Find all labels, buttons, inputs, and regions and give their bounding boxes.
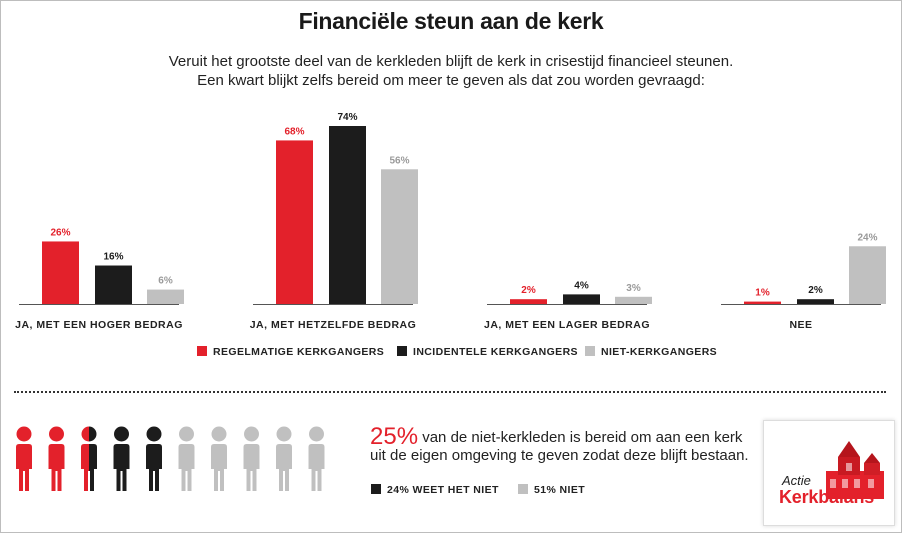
- logo-text-actie: Actie: [782, 473, 811, 488]
- bar-non: [849, 246, 886, 304]
- bar-value-label: 6%: [158, 276, 173, 287]
- legend-label: NIET-KERKGANGERS: [601, 346, 718, 358]
- stat-legend-unknown: 24% WEET HET NIET: [371, 484, 499, 496]
- subtitle: Veruit het grootste deel van de kerklede…: [0, 52, 902, 90]
- bar-value-label: 26%: [50, 227, 70, 238]
- category-label: JA, MET HETZELFDE BEDRAG: [250, 319, 417, 331]
- stat-legend-label: 24% WEET HET NIET: [387, 484, 499, 496]
- person-icon: [276, 426, 292, 491]
- page-title: Financiële steun aan de kerk: [298, 8, 604, 34]
- person-icon: [48, 426, 65, 491]
- bar-value-label: 4%: [574, 280, 589, 291]
- legend-label: INCIDENTELE KERKGANGERS: [413, 346, 578, 358]
- category-label: NEE: [789, 319, 812, 331]
- bar-non: [381, 169, 418, 304]
- bar-incidental: [797, 299, 834, 304]
- legend-swatch-gray: [585, 346, 595, 356]
- bar-non: [615, 296, 652, 304]
- bar-value-label: 2%: [808, 285, 823, 296]
- bar-value-label: 1%: [755, 288, 770, 299]
- bar-value-label: 3%: [626, 283, 641, 294]
- bar-regular: [510, 299, 547, 304]
- person-icon: [113, 426, 130, 491]
- stat-percentage: 25%: [370, 423, 419, 450]
- bar-value-label: 74%: [337, 112, 357, 123]
- stat-legend-no: 51% NIET: [518, 484, 585, 496]
- legend-swatch-black: [371, 484, 381, 494]
- person-icon: [243, 426, 260, 491]
- legend-swatch-red: [197, 346, 207, 356]
- person-icon: [308, 426, 325, 491]
- person-icon: [178, 426, 195, 491]
- legend-item-incidenteel: INCIDENTELE KERKGANGERS: [397, 346, 578, 358]
- chart-legend: REGELMATIGE KERKGANGERS INCIDENTELE KERK…: [0, 346, 902, 362]
- bar-incidental: [329, 126, 366, 304]
- person-icon: [211, 426, 227, 491]
- legend-swatch-gray: [518, 484, 528, 494]
- bar-value-label: 24%: [857, 232, 877, 243]
- category-label: JA, MET EEN HOGER BEDRAG: [15, 319, 183, 331]
- person-icon: [16, 426, 32, 491]
- stat-legend-label: 51% NIET: [534, 484, 586, 496]
- church-icon: [826, 441, 884, 499]
- bar-value-label: 56%: [389, 155, 409, 166]
- bar-value-label: 16%: [103, 252, 123, 263]
- bar-regular: [276, 140, 313, 304]
- bar-incidental: [563, 294, 600, 304]
- subtitle-line-1: Veruit het grootste deel van de kerklede…: [168, 53, 734, 70]
- person-icon: [146, 426, 162, 491]
- section-divider: [14, 391, 886, 393]
- legend-swatch-black: [397, 346, 407, 356]
- bar-chart: 26% 16% 6% JA, MET EEN HOGER BEDRAG 68% 74% 56…: [15, 112, 886, 331]
- legend-item-niet: NIET-KERKGANGERS: [585, 346, 717, 358]
- actie-kerkbalans-logo: Actie Kerkbalans: [763, 420, 895, 526]
- people-icon-row: [16, 426, 325, 491]
- legend-label: REGELMATIGE KERKGANGERS: [213, 346, 385, 358]
- bar-regular: [744, 301, 781, 304]
- person-icon: [81, 426, 97, 491]
- bar-value-label: 2%: [521, 285, 536, 296]
- bar-incidental: [95, 265, 132, 304]
- stat-description: van de niet-kerkleden is bereid om aan e…: [370, 429, 749, 464]
- bar-non: [147, 289, 184, 304]
- legend-item-regelmatig: REGELMATIGE KERKGANGERS: [197, 346, 384, 358]
- bar-regular: [42, 241, 79, 304]
- subtitle-line-2: Een kwart blijkt zelfs bereid om meer te…: [197, 72, 705, 89]
- logo-text-kerkbalans: Kerkbalans: [779, 487, 875, 507]
- stat-text: 25% van de niet-kerkleden is bereid om a…: [370, 425, 750, 465]
- category-label: JA, MET EEN LAGER BEDRAG: [484, 319, 650, 331]
- bar-value-label: 68%: [284, 126, 304, 137]
